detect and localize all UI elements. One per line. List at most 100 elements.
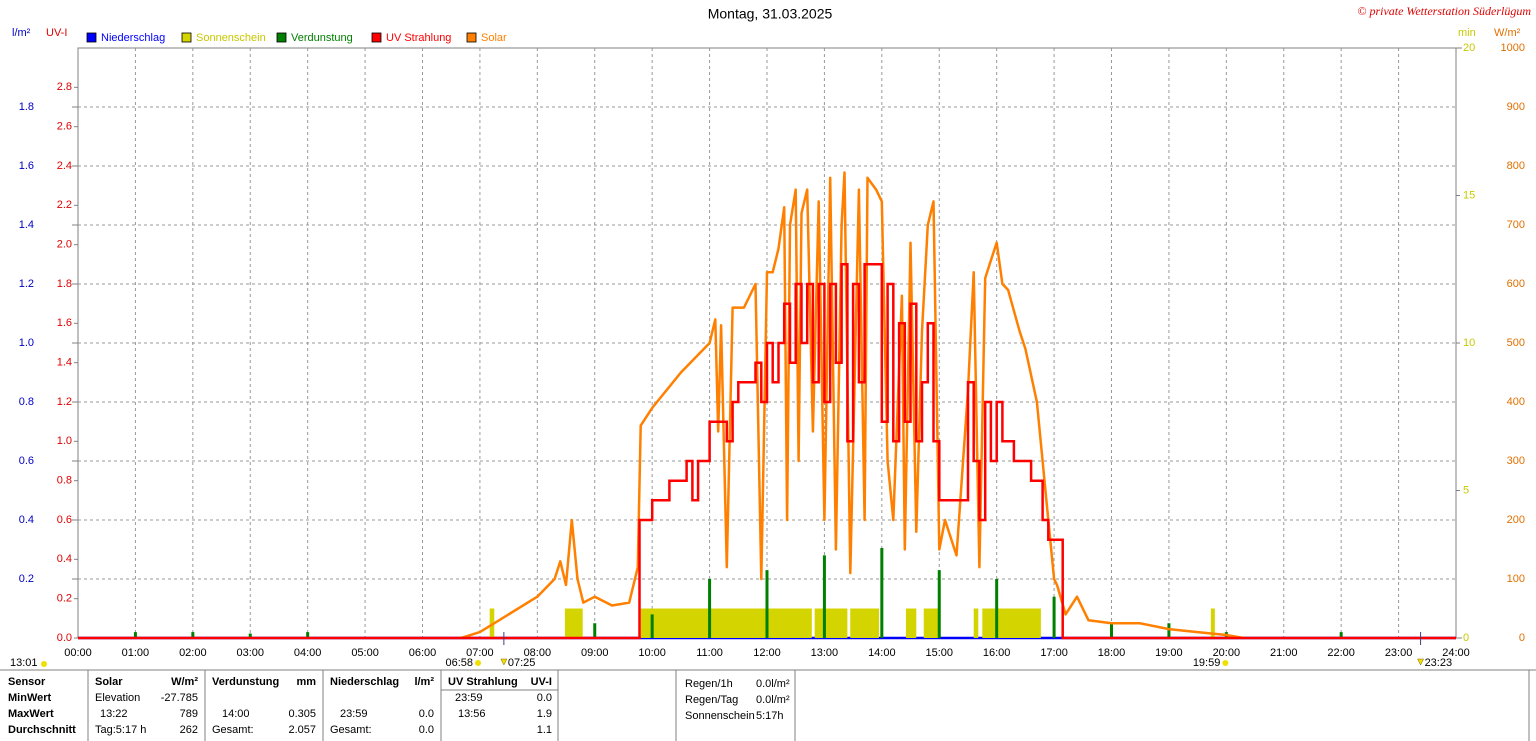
series-line — [460, 171, 1244, 640]
x-tick-label: 01:00 — [122, 647, 150, 659]
table-header: MinWert — [8, 692, 52, 704]
table-header: UV-I — [531, 676, 552, 688]
table-cell: 0.0 — [419, 708, 434, 720]
y-tick-label: 0.6 — [19, 455, 34, 467]
legend-swatch — [86, 32, 97, 43]
legend-label: Sonnenschein — [196, 32, 266, 44]
summary-label: Regen/Tag — [685, 694, 738, 706]
summary-value: 0.0l/m² — [756, 678, 790, 690]
table-header: UV Strahlung — [448, 676, 518, 688]
table-lines — [87, 670, 1530, 741]
sunshine-bar — [1210, 608, 1215, 638]
table-header: Solar — [95, 676, 123, 688]
x-tick-label: 07:00 — [466, 647, 494, 659]
sunshine-bar — [982, 608, 1041, 638]
x-tick-label: 16:00 — [983, 647, 1011, 659]
x-tick-label: 20:00 — [1213, 647, 1241, 659]
marker-label: 06:58 — [445, 657, 473, 669]
axis-title: UV-I — [46, 27, 67, 39]
x-tick-label: 17:00 — [1040, 647, 1068, 659]
axis-title: l/m² — [12, 27, 31, 39]
table-cell: Gesamt: — [330, 724, 372, 736]
summary-label: Regen/1h — [685, 678, 733, 690]
sun-marker — [475, 660, 482, 666]
y-tick-label: 2.4 — [57, 160, 72, 172]
sunshine-bar — [564, 608, 583, 638]
marker-label: 23:23 — [1425, 657, 1453, 669]
y-tick-label: 1.4 — [57, 357, 72, 369]
x-tick-label: 00:00 — [64, 647, 92, 659]
sunshine-bar — [905, 608, 917, 638]
sunshine-bar — [973, 608, 979, 638]
table-cell: 0.0 — [537, 692, 552, 704]
table-header: Verdunstung — [212, 676, 279, 688]
x-tick-label: 08:00 — [524, 647, 552, 659]
x-tick-label: 18:00 — [1098, 647, 1126, 659]
table-cell: 14:00 — [222, 708, 250, 720]
legend-label: Niederschlag — [101, 32, 165, 44]
table-cell: Gesamt: — [212, 724, 254, 736]
y-tick-label: 800 — [1507, 160, 1525, 172]
y-tick-label: 100 — [1507, 573, 1525, 585]
y-tick-label: 400 — [1507, 396, 1525, 408]
table-header: Sensor — [8, 676, 46, 688]
table-cell: 13:22 — [100, 708, 128, 720]
table-cell: 13:56 — [458, 708, 486, 720]
y-tick-label: 0.0 — [57, 632, 72, 644]
x-tick-label: 23:00 — [1385, 647, 1413, 659]
table-header: W/m² — [171, 676, 198, 688]
y-tick-label: 20 — [1463, 42, 1475, 54]
y-tick-label: 1.6 — [19, 160, 34, 172]
marker-label: 07:25 — [508, 657, 536, 669]
y-tick-label: 0.4 — [57, 553, 72, 565]
table-header: mm — [296, 676, 316, 688]
legend-swatch — [181, 32, 192, 43]
x-tick-label: 09:00 — [581, 647, 609, 659]
y-tick-label: 900 — [1507, 101, 1525, 113]
sun-marker — [1222, 660, 1229, 666]
y-tick-label: 1.2 — [19, 278, 34, 290]
marker-triangle — [500, 658, 508, 666]
y-tick-label: 0 — [1463, 632, 1469, 644]
x-tick-label: 04:00 — [294, 647, 322, 659]
table-cell: 2.057 — [288, 724, 316, 736]
y-tick-label: 300 — [1507, 455, 1525, 467]
y-tick-label: 0.6 — [57, 514, 72, 526]
y-tick-label: 2.2 — [57, 199, 72, 211]
table-cell: 23:59 — [455, 692, 483, 704]
x-tick-label: 22:00 — [1327, 647, 1355, 659]
y-tick-label: 700 — [1507, 219, 1525, 231]
y-tick-label: 1.8 — [19, 101, 34, 113]
moon-icon — [41, 661, 47, 667]
y-tick-label: 1000 — [1501, 42, 1525, 54]
x-tick-label: 19:00 — [1155, 647, 1183, 659]
table-cell: Tag:5:17 h — [95, 724, 146, 736]
table-cell: 23:59 — [340, 708, 368, 720]
table-header: Niederschlag — [330, 676, 399, 688]
chart-title: Montag, 31.03.2025 — [708, 6, 833, 22]
y-tick-label: 500 — [1507, 337, 1525, 349]
legend-swatch — [371, 32, 382, 43]
axis-title: W/m² — [1494, 27, 1521, 39]
table-header: l/m² — [414, 676, 434, 688]
sunshine-bar — [923, 608, 941, 638]
y-tick-label: 1.0 — [19, 337, 34, 349]
copyright: © private Wetterstation Süderlügum — [1357, 4, 1531, 18]
marker-label: 19:59 — [1193, 657, 1221, 669]
y-tick-label: 1.4 — [19, 219, 34, 231]
x-tick-label: 15:00 — [925, 647, 953, 659]
x-tick-label: 13:00 — [811, 647, 839, 659]
x-tick-label: 21:00 — [1270, 647, 1298, 659]
y-tick-label: 200 — [1507, 514, 1525, 526]
table-cell: 262 — [180, 724, 198, 736]
series-step-line — [78, 263, 1456, 640]
y-tick-label: 2.0 — [57, 239, 72, 251]
legend-label: Verdunstung — [291, 32, 353, 44]
x-tick-label: 14:00 — [868, 647, 896, 659]
table-cell: 1.9 — [537, 708, 552, 720]
sunshine-bar — [814, 608, 848, 638]
legend-swatch — [466, 32, 477, 43]
x-tick-label: 02:00 — [179, 647, 207, 659]
y-tick-label: 1.8 — [57, 278, 72, 290]
